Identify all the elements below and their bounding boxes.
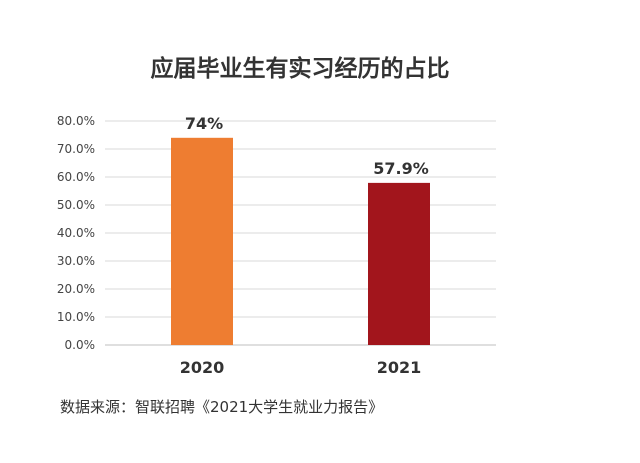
bars <box>171 137 430 345</box>
chart-title: 应届毕业生有实习经历的占比 <box>151 55 450 82</box>
bar-2021 <box>368 182 430 345</box>
y-tick-label: 60.0% <box>57 170 95 184</box>
data-labels: 74% 57.9% <box>185 114 429 178</box>
y-tick-label: 20.0% <box>57 282 95 296</box>
gridlines <box>105 120 496 346</box>
x-tick-label: 2021 <box>377 358 422 377</box>
source-note: 数据来源：智联招聘《2021大学生就业力报告》 <box>60 398 383 416</box>
y-tick-label: 30.0% <box>57 254 95 268</box>
y-tick-label: 80.0% <box>57 114 95 128</box>
y-tick-label: 70.0% <box>57 142 95 156</box>
y-axis-ticks: 0.0% 10.0% 20.0% 30.0% 40.0% 50.0% 60.0% 70.0% 8… <box>57 114 95 352</box>
data-label-2020: 74% <box>185 114 223 133</box>
y-tick-label: 10.0% <box>57 310 95 324</box>
y-tick-label: 40.0% <box>57 226 95 240</box>
data-label-2021: 57.9% <box>373 159 429 178</box>
y-tick-label: 50.0% <box>57 198 95 212</box>
y-tick-label: 0.0% <box>65 338 96 352</box>
x-axis-ticks: 2020 2021 <box>180 358 422 377</box>
x-tick-label: 2020 <box>180 358 225 377</box>
bar-2020 <box>171 137 233 345</box>
